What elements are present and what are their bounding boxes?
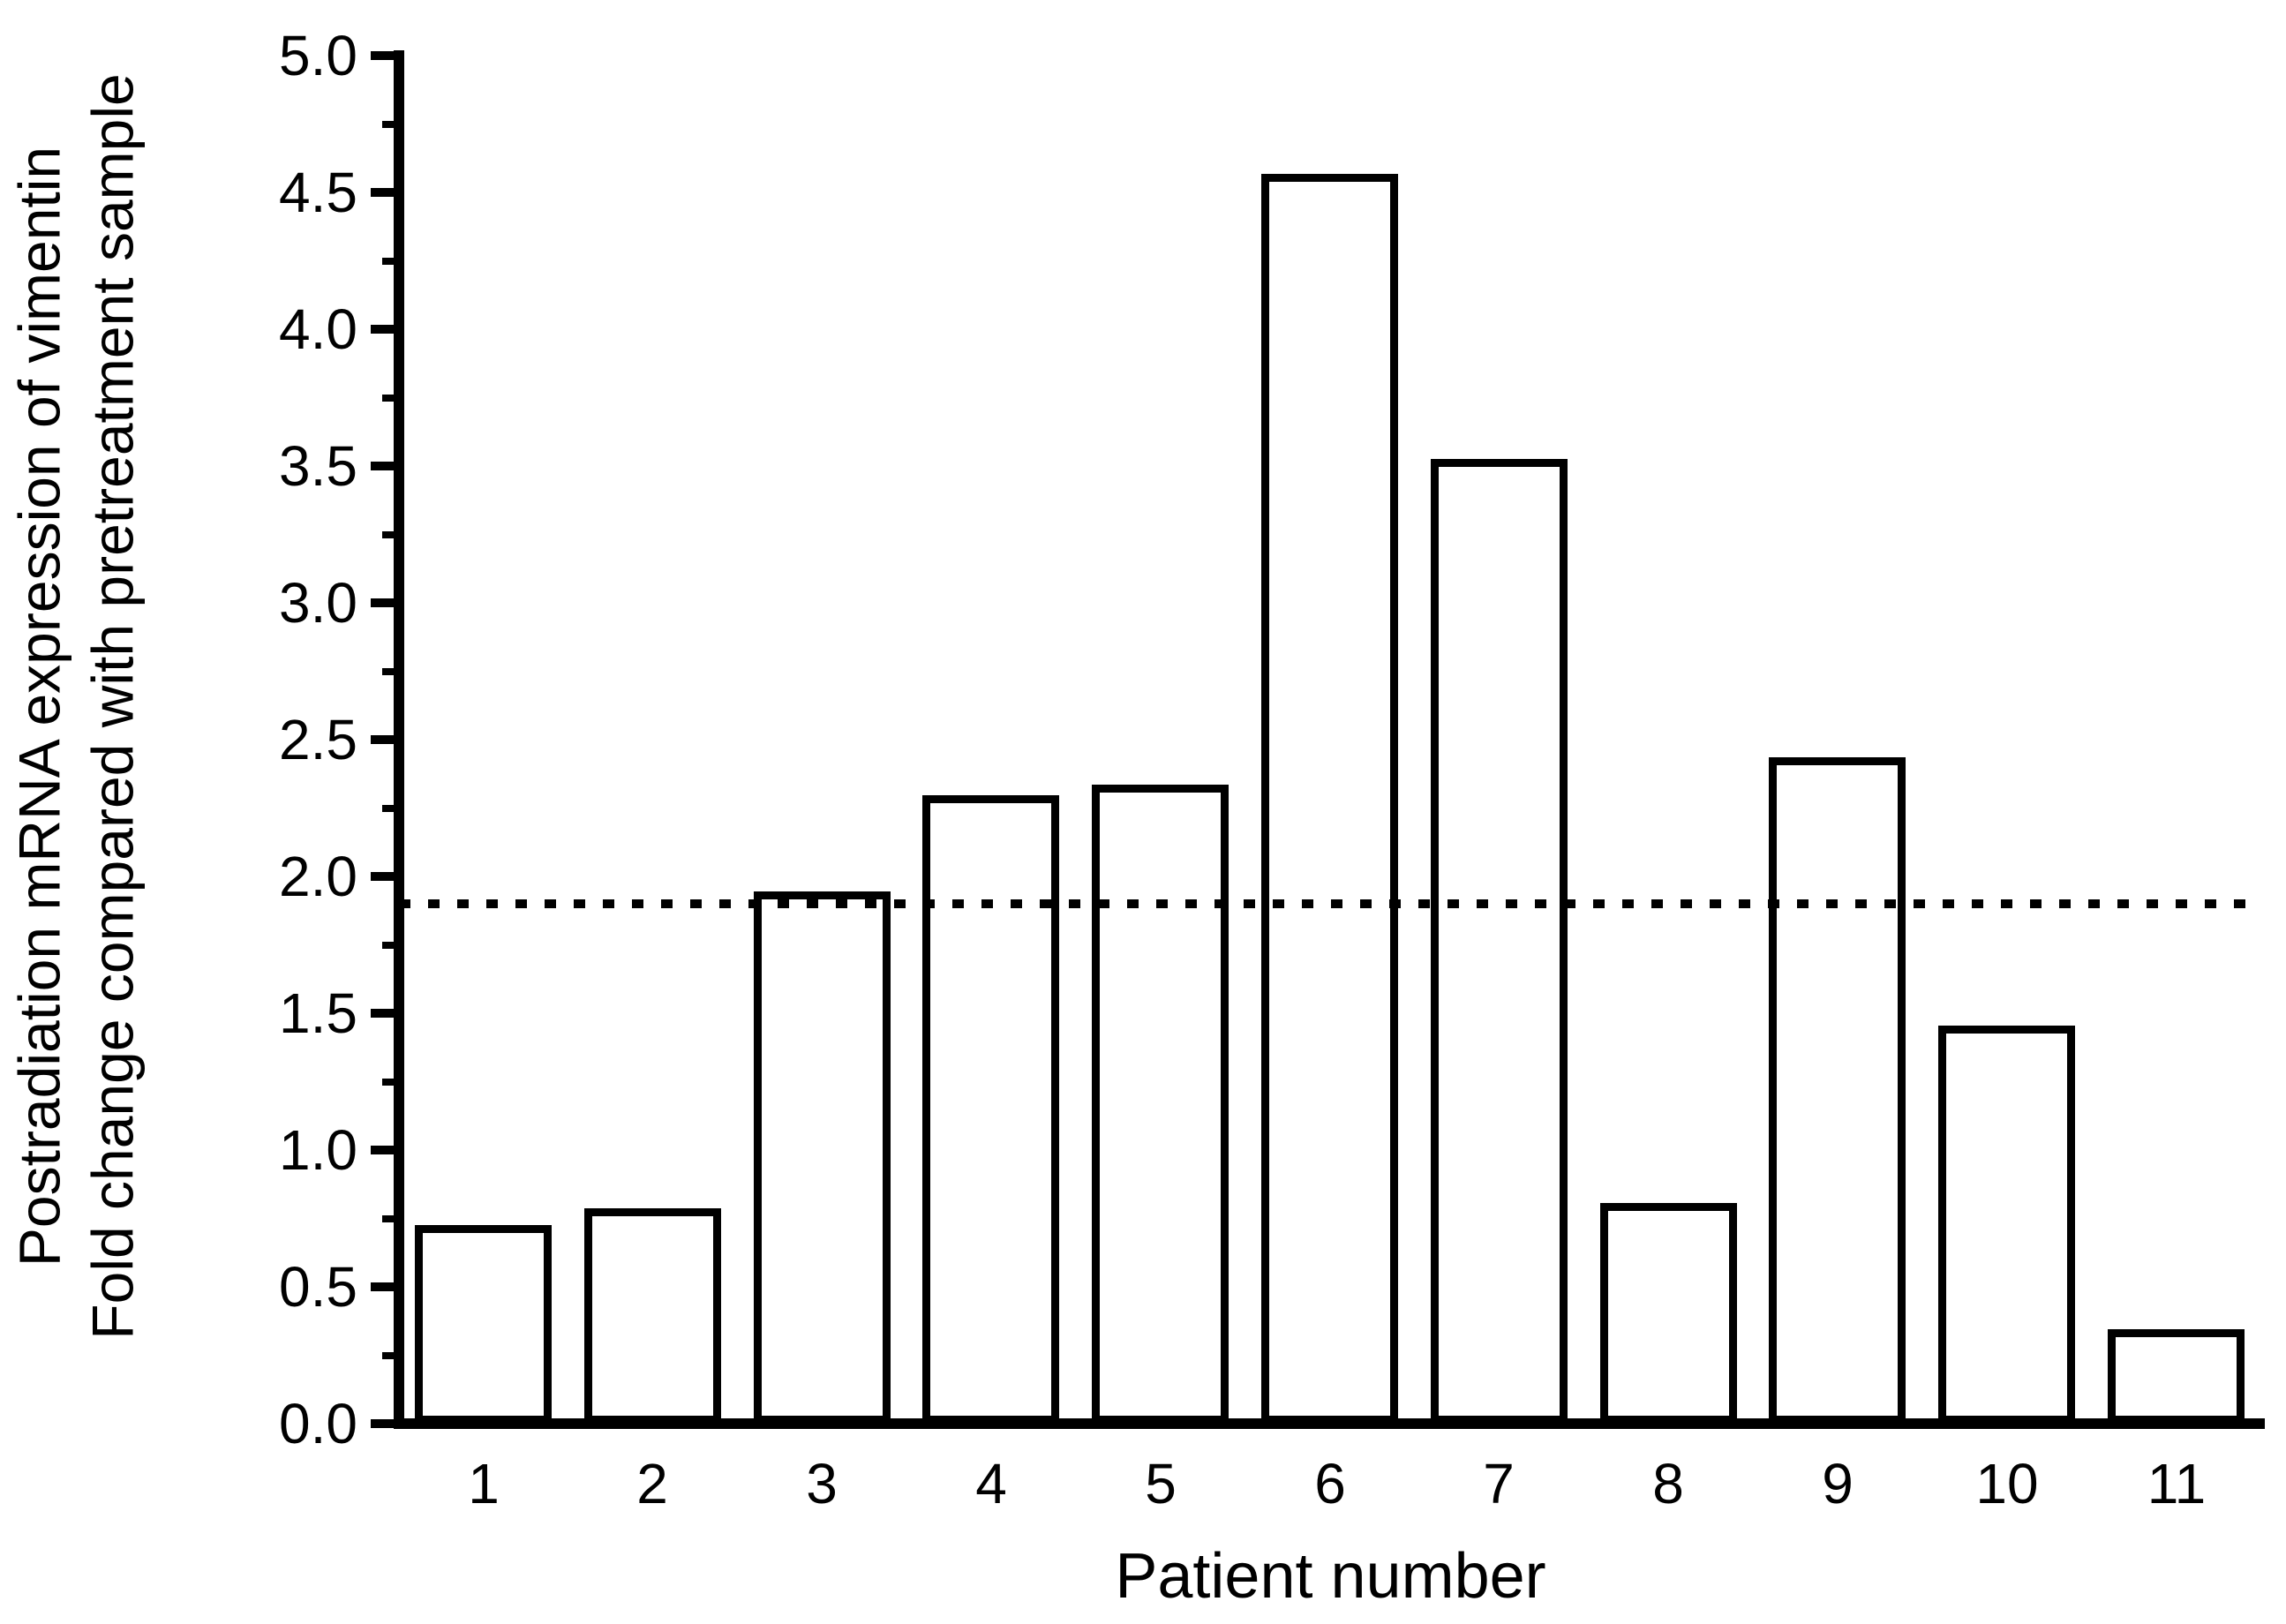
y-tick-minor [382,942,399,949]
x-tick-label-4: 4 [975,1452,1007,1515]
bar-patient-11 [2108,1329,2245,1424]
bar-patient-8 [1600,1203,1737,1424]
y-tick-minor [382,668,399,675]
x-tick-label-6: 6 [1314,1452,1346,1515]
y-tick-major-0.5 [371,1282,399,1291]
y-tick-major-3.0 [371,598,399,607]
bar-patient-10 [1938,1026,2075,1424]
y-tick-major-3.5 [371,462,399,470]
y-tick-minor [382,258,399,265]
x-tick-label-11: 11 [2147,1452,2207,1515]
y-tick-label-1.0: 1.0 [279,1118,357,1182]
bar-patient-1 [415,1225,552,1424]
y-tick-label-0.0: 0.0 [279,1392,357,1455]
y-axis-title-line-1: Postradiation mRNA expression of vimenti… [6,146,72,1267]
y-tick-minor [382,1352,399,1359]
y-tick-label-2.5: 2.5 [279,708,357,771]
x-tick-label-9: 9 [1822,1452,1854,1515]
bar-patient-5 [1092,785,1229,1424]
y-tick-label-3.5: 3.5 [279,434,357,498]
x-tick-label-2: 2 [636,1452,668,1515]
reference-dotted-line [399,899,2262,908]
bar-patient-2 [584,1208,721,1424]
y-tick-minor [382,805,399,812]
bar-patient-9 [1769,757,1906,1424]
plot-area [399,56,2262,1424]
x-tick-label-7: 7 [1483,1452,1515,1515]
y-tick-label-2.0: 2.0 [279,845,357,908]
y-tick-major-1.5 [371,1009,399,1018]
y-tick-major-2.5 [371,735,399,744]
y-axis-title-line-2: Fold change compared with pretreatment s… [79,73,146,1340]
y-tick-minor [382,395,399,402]
y-tick-major-0.0 [371,1419,399,1428]
y-tick-minor [382,1079,399,1086]
y-tick-major-4.0 [371,325,399,334]
x-tick-label-1: 1 [468,1452,500,1515]
y-tick-label-1.5: 1.5 [279,981,357,1045]
y-tick-label-3.0: 3.0 [279,571,357,635]
y-tick-major-4.5 [371,188,399,197]
bar-patient-4 [922,795,1059,1424]
x-tick-label-5: 5 [1145,1452,1177,1515]
bar-patient-7 [1431,459,1568,1424]
bar-patient-3 [754,891,891,1424]
y-tick-label-4.5: 4.5 [279,161,357,224]
y-tick-label-4.0: 4.0 [279,297,357,361]
y-tick-major-2.0 [371,872,399,881]
x-tick-label-8: 8 [1652,1452,1684,1515]
y-tick-minor [382,121,399,128]
x-axis-title: Patient number [1115,1541,1546,1612]
y-tick-minor [382,531,399,538]
bar-patient-6 [1261,174,1398,1424]
x-tick-label-3: 3 [806,1452,838,1515]
y-tick-major-5.0 [371,51,399,60]
y-tick-label-5.0: 5.0 [279,24,357,87]
y-tick-label-0.5: 0.5 [279,1255,357,1319]
y-tick-minor [382,1215,399,1222]
y-tick-major-1.0 [371,1146,399,1154]
x-tick-label-10: 10 [1975,1452,2039,1515]
